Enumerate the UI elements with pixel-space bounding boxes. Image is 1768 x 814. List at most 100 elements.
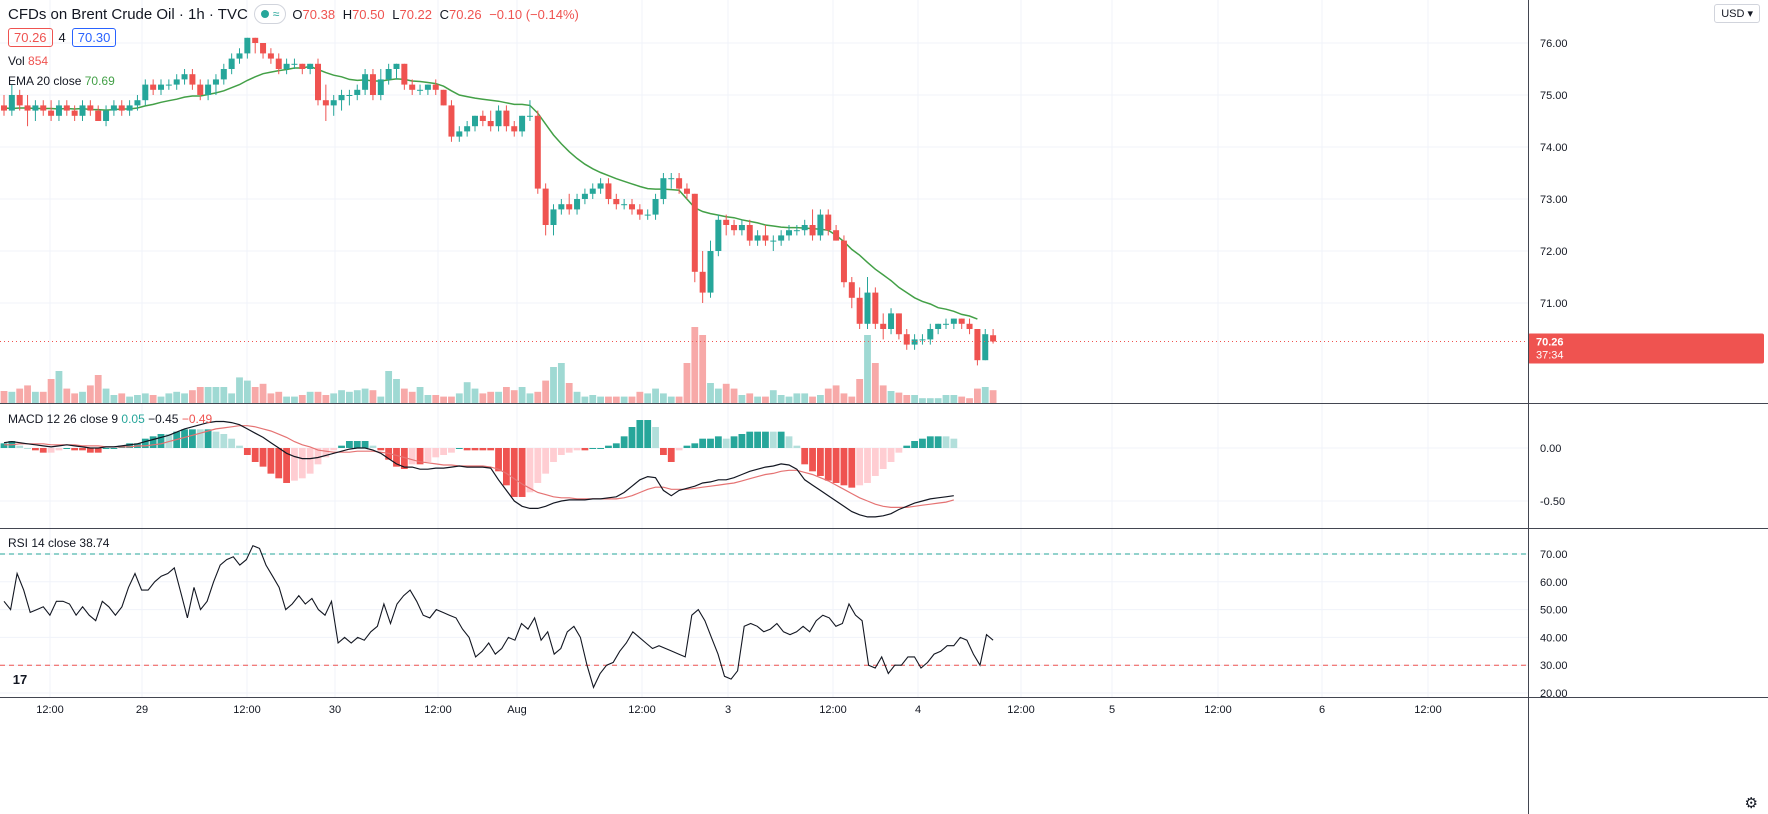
candle-body	[275, 58, 282, 69]
macd-histogram-bar	[141, 438, 149, 448]
volume-bar	[0, 391, 8, 403]
candle-body	[32, 105, 39, 111]
volume-bar	[628, 396, 636, 403]
candle-body	[369, 74, 376, 95]
volume-bar	[24, 385, 31, 403]
macd-histogram-bar	[16, 445, 24, 448]
candle-body	[126, 105, 133, 111]
candle-body	[699, 271, 706, 293]
symbol-title[interactable]: CFDs on Brent Crude Oil · 1h · TVC	[8, 5, 248, 23]
macd-histogram-bar	[840, 448, 848, 486]
candle-body	[903, 334, 910, 345]
macd-histogram-bar	[267, 448, 275, 474]
candle-body	[299, 63, 306, 69]
volume-bar	[769, 390, 777, 403]
macd-histogram-bar	[848, 448, 856, 488]
volume-bar	[644, 393, 652, 403]
candle-body	[589, 188, 596, 194]
volume-bar	[448, 396, 455, 403]
volume-bar	[236, 377, 243, 403]
volume-bar	[55, 371, 63, 403]
macd-histogram-bar	[644, 420, 652, 448]
macd-histogram-bar	[620, 436, 628, 448]
candle-body	[103, 110, 110, 121]
volume-bar	[141, 393, 149, 403]
candle-body	[534, 115, 541, 189]
candle-body	[385, 69, 392, 80]
live-dot-icon	[260, 10, 269, 18]
currency-selector[interactable]: USD ▾	[1714, 4, 1760, 23]
macd-histogram-bar	[369, 445, 377, 448]
macd-histogram-bar	[911, 441, 918, 448]
volume-bar	[605, 396, 612, 403]
symbol-header[interactable]: CFDs on Brent Crude Oil · 1h · TVC ≈ O70…	[8, 4, 583, 24]
volume-bar	[71, 393, 79, 403]
time-tick-label: 12:00	[1007, 704, 1035, 716]
candle-body	[786, 230, 792, 236]
volume-bar	[879, 385, 887, 403]
volume-bar	[636, 391, 644, 403]
candle-body	[16, 95, 23, 106]
volume-bar	[542, 380, 550, 403]
macd-histogram-bar	[236, 445, 243, 448]
volume-bar	[534, 391, 542, 403]
gear-icon[interactable]: ⚙	[1744, 795, 1758, 812]
ema-line	[3, 65, 978, 320]
macd-histogram-bar	[322, 448, 330, 458]
macd-histogram-bar	[565, 448, 573, 453]
candle-body	[79, 105, 86, 116]
status-pill[interactable]: ≈	[253, 4, 287, 24]
bid-price[interactable]: 70.26	[8, 28, 53, 47]
candle-body	[574, 199, 581, 210]
time-tick-label: 12:00	[819, 704, 847, 716]
volume-bar	[801, 393, 809, 403]
candle-body	[644, 214, 651, 216]
rsi-legend[interactable]: RSI 14 close 38.74	[8, 536, 110, 550]
macd-histogram-bar	[110, 448, 118, 449]
macd-histogram-bar	[440, 448, 447, 455]
candle-body	[927, 329, 934, 340]
ema-legend[interactable]: EMA 20 close 70.69	[8, 74, 115, 88]
candle-body	[848, 282, 855, 298]
macd-histogram-bar	[306, 448, 314, 474]
volume-bar	[926, 398, 934, 403]
macd-histogram-bar	[660, 448, 667, 455]
low-value: 70.22	[399, 6, 433, 22]
macd-histogram-bar	[346, 441, 353, 448]
macd-histogram-bar	[652, 427, 659, 448]
tradingview-logo-icon[interactable]: 17	[6, 668, 34, 690]
candle-body	[833, 230, 840, 241]
volume-bar	[377, 396, 385, 403]
time-tick-label: Aug	[507, 704, 527, 716]
candle-body	[63, 105, 70, 111]
volume-bar	[565, 383, 573, 403]
volume-bar	[989, 390, 997, 403]
macd-histogram-bar	[581, 448, 589, 451]
candle-body	[165, 84, 172, 86]
volume-bar	[369, 390, 377, 403]
candle-body	[267, 53, 274, 59]
volume-bar	[440, 396, 447, 403]
candle-body	[197, 84, 204, 95]
volume-legend[interactable]: Vol 854	[8, 54, 49, 68]
candle-body	[982, 334, 989, 361]
macd-legend[interactable]: MACD 12 26 close 9 0.05 −0.45 −0.49	[8, 412, 213, 426]
candle-body	[118, 105, 125, 111]
macd-histogram-bar	[479, 448, 487, 451]
macd-histogram-bar	[448, 448, 455, 453]
candle-body	[8, 95, 15, 111]
volume-bar	[149, 395, 157, 403]
price-tick-label: 74.00	[1540, 142, 1568, 154]
candle-body	[330, 100, 337, 106]
volume-bar	[777, 395, 785, 403]
macd-histogram-bar	[919, 438, 926, 448]
candle-body	[558, 204, 565, 210]
candle-body	[346, 95, 353, 96]
candle-body	[495, 110, 502, 127]
macd-histogram-bar	[408, 448, 416, 465]
volume-bar	[47, 379, 55, 403]
ask-price[interactable]: 70.30	[71, 28, 117, 47]
volume-bar	[134, 395, 141, 403]
volume-bar	[479, 393, 487, 403]
